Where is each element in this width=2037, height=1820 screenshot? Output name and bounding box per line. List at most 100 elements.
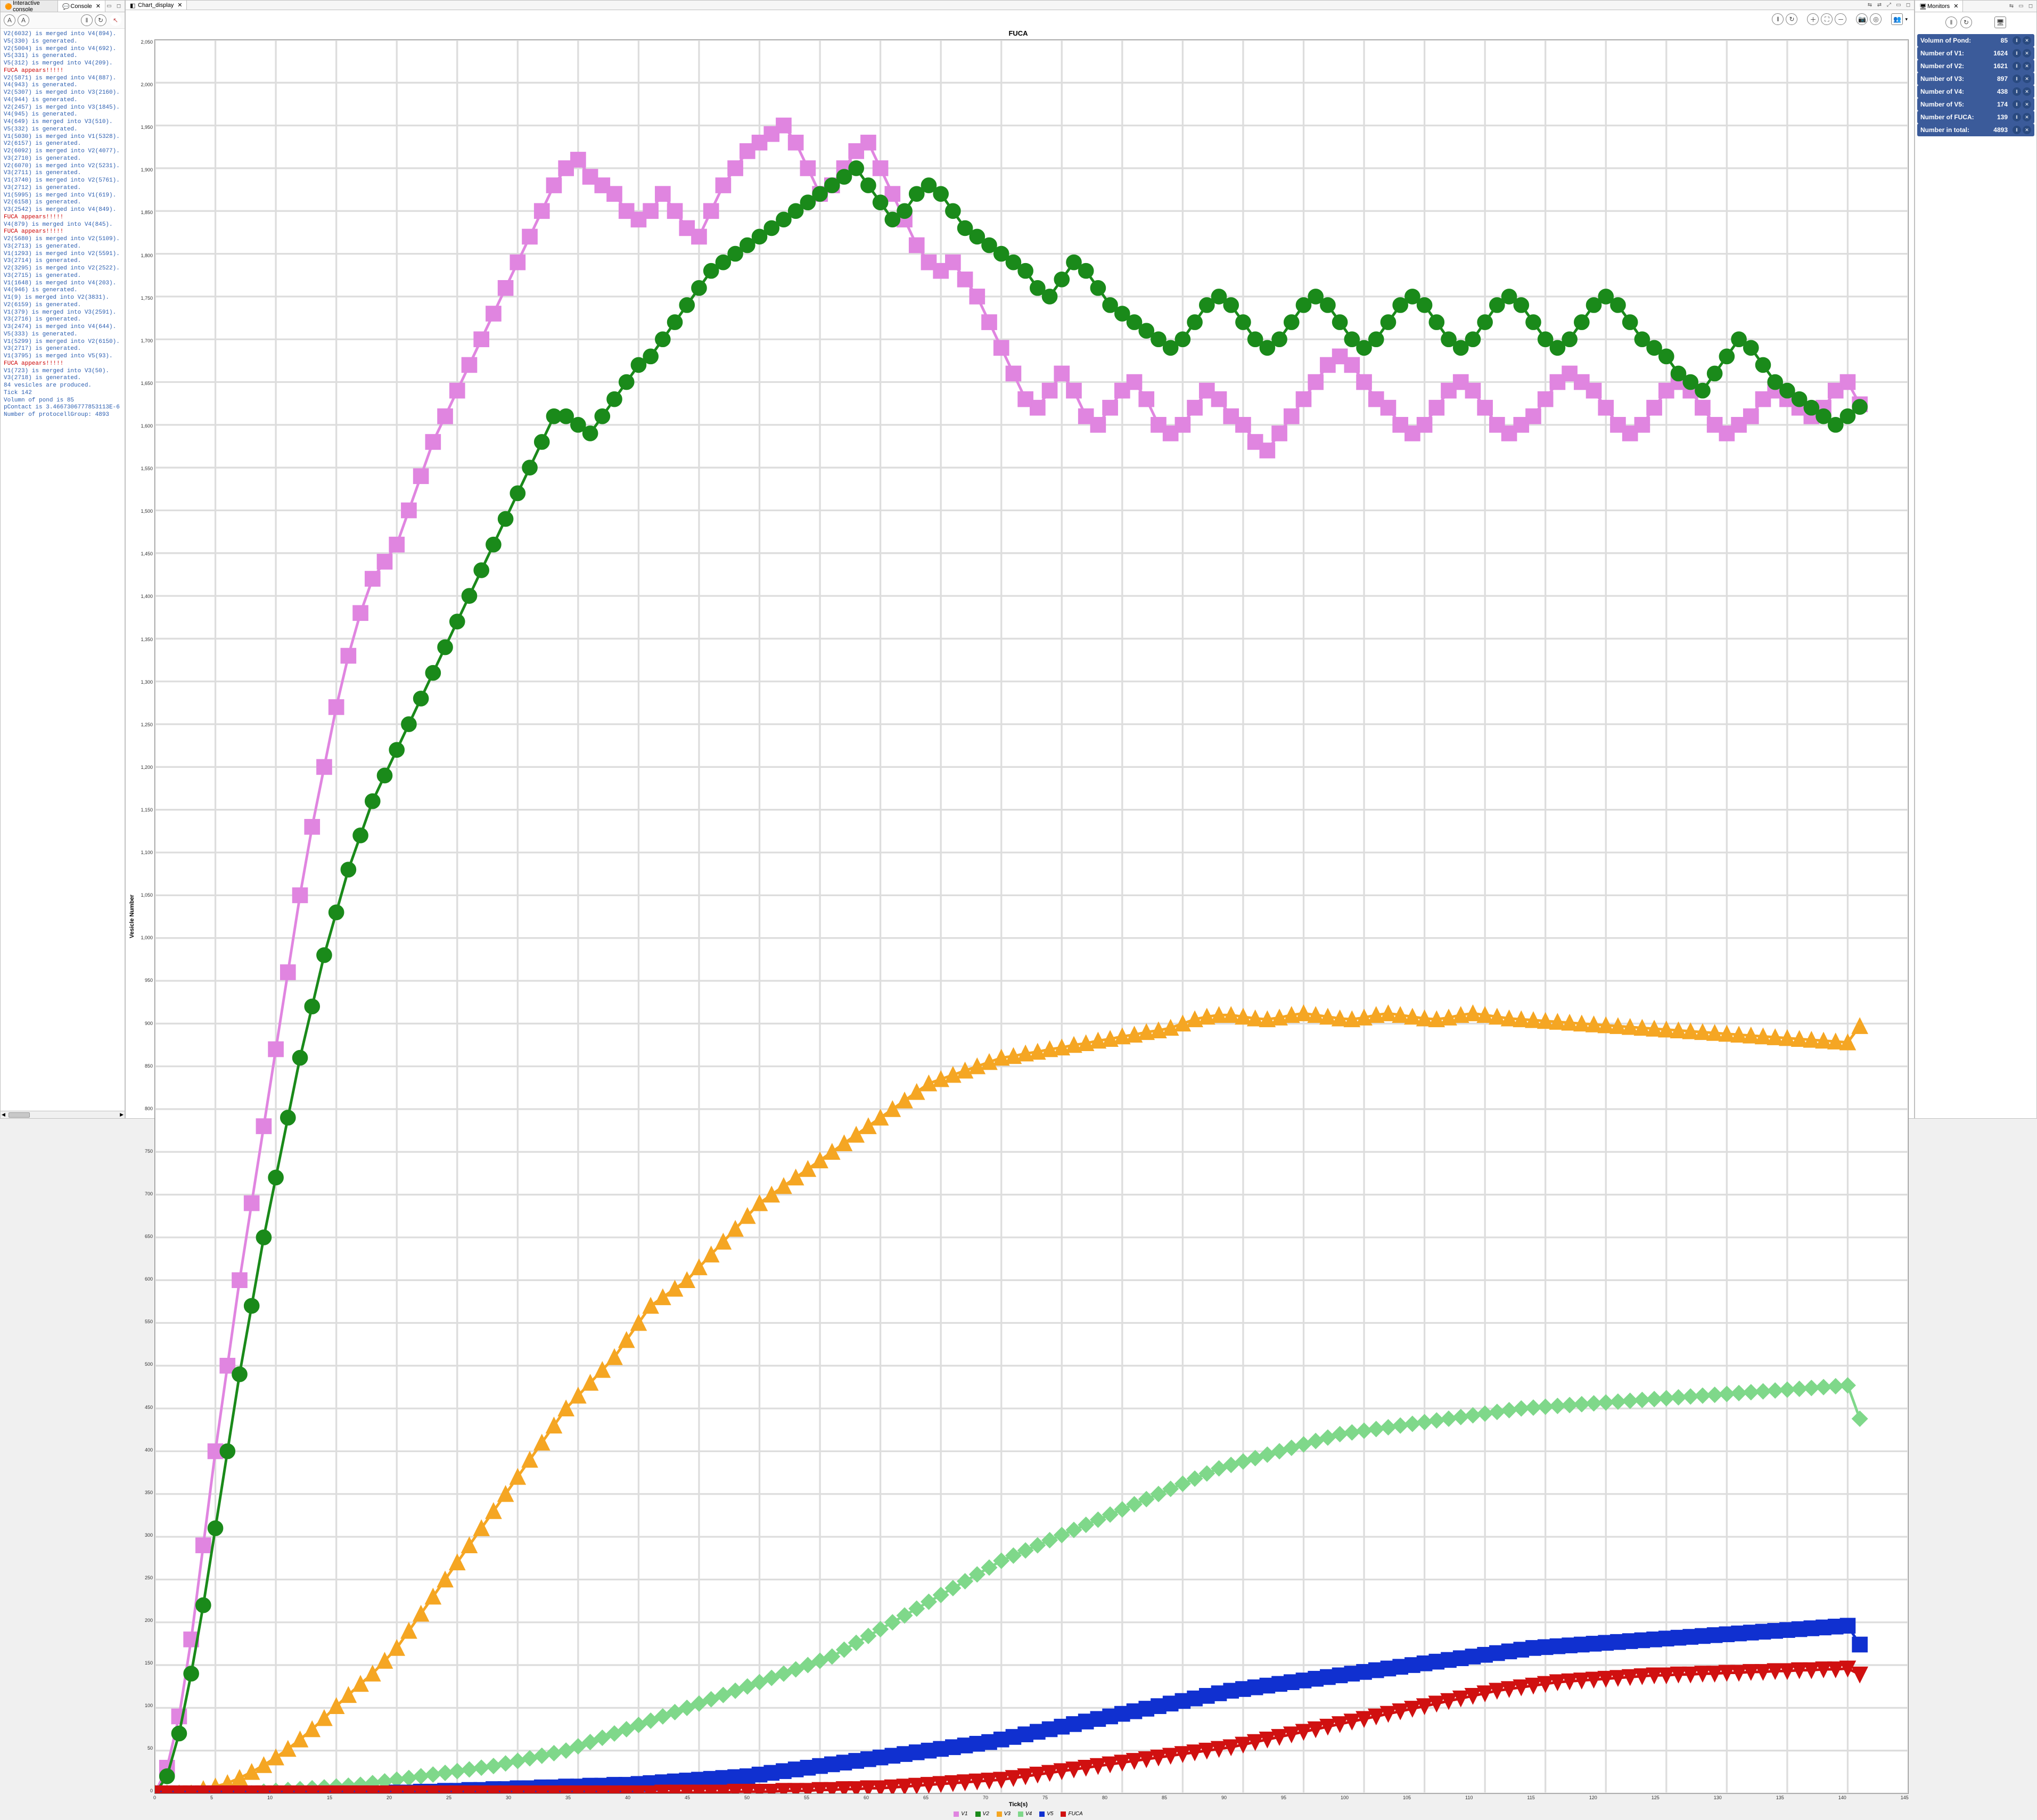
monitor-close-button[interactable]: ✕: [2023, 62, 2031, 70]
monitors-panel: 🖥 Monitors ✕ ⇆ ▭ ◻ ‖ ↻ 🖥 Volumn of Pond:…: [1915, 0, 2037, 1119]
popout-icon[interactable]: ⤢: [1885, 2, 1893, 9]
console-toolbar: A A ‖ ↻ ↖: [1, 12, 125, 29]
legend-item[interactable]: V5: [1039, 1811, 1053, 1817]
legend-item[interactable]: V1: [954, 1811, 967, 1817]
zoom-fit-button[interactable]: ⛶: [1821, 13, 1833, 25]
tab-console[interactable]: 💬 Console ✕: [58, 1, 105, 12]
tab-label: Interactive console: [13, 0, 53, 13]
tab-close-icon[interactable]: ✕: [96, 3, 101, 10]
monitor-pause-button[interactable]: ‖: [2013, 126, 2021, 134]
console-line: V1(5995) is merged into V1(619).: [4, 192, 121, 200]
monitor-pause-button[interactable]: ‖: [2013, 100, 2021, 109]
link-icon[interactable]: ⇆: [2008, 3, 2015, 10]
monitor-value: 1621: [1993, 62, 2008, 70]
legend-label: FUCA: [1068, 1811, 1082, 1817]
dropdown-icon[interactable]: ▾: [1905, 17, 1908, 22]
font-larger-button[interactable]: A: [18, 14, 29, 26]
tab-interactive-console[interactable]: 🟠 Interactive console: [1, 1, 58, 12]
expand-button[interactable]: 🖥: [1994, 17, 2006, 28]
monitor-pause-button[interactable]: ‖: [2013, 87, 2021, 96]
monitor-row: Volumn of Pond: 85 ‖ ✕: [1917, 34, 2034, 47]
pause-button[interactable]: ‖: [1772, 13, 1784, 25]
monitor-label: Volumn of Pond:: [1920, 37, 2001, 44]
tab-monitors[interactable]: 🖥 Monitors ✕: [1915, 1, 1963, 12]
console-line: V2(6092) is merged into V2(4077).: [4, 148, 121, 155]
monitor-label: Number of V2:: [1920, 62, 1993, 70]
legend-item[interactable]: V2: [975, 1811, 989, 1817]
ytick-label: 250: [145, 1575, 153, 1580]
console-line: V3(2718) is generated.: [4, 375, 121, 382]
snapshot-button[interactable]: 📷: [1856, 13, 1868, 25]
ytick-label: 1,350: [141, 637, 153, 642]
minimize-icon[interactable]: ▭: [1895, 2, 1902, 9]
legend-item[interactable]: V3: [997, 1811, 1011, 1817]
monitor-value: 897: [1997, 75, 2008, 83]
maximize-icon[interactable]: ◻: [115, 3, 122, 10]
pause-button[interactable]: ‖: [81, 14, 93, 26]
pause-button[interactable]: ‖: [1945, 17, 1957, 28]
monitor-value: 1624: [1993, 50, 2008, 57]
refresh-button[interactable]: ↻: [1786, 13, 1797, 25]
minimize-icon[interactable]: ▭: [105, 3, 113, 10]
console-line: FUCA appears!!!!!: [4, 68, 121, 75]
monitor-pause-button[interactable]: ‖: [2013, 113, 2021, 121]
monitor-close-button[interactable]: ✕: [2023, 113, 2031, 121]
link2-icon[interactable]: ⇄: [1876, 2, 1883, 9]
zoom-out-button[interactable]: －: [1835, 13, 1846, 25]
monitor-close-button[interactable]: ✕: [2023, 87, 2031, 96]
minimize-icon[interactable]: ▭: [2017, 3, 2025, 10]
chart-panel: ◧ Chart_display ✕ ⇆ ⇄ ⤢ ▭ ◻ ‖ ↻ ＋ ⛶ －: [125, 0, 1915, 1119]
console-line: V1(3740) is merged into V2(5761).: [4, 177, 121, 185]
xtick-label: 30: [506, 1795, 511, 1800]
legend-item[interactable]: FUCA: [1061, 1811, 1082, 1817]
zoom-in-button[interactable]: ＋: [1807, 13, 1819, 25]
monitor-pause-button[interactable]: ‖: [2013, 49, 2021, 58]
target-button[interactable]: ◎: [1870, 13, 1882, 25]
link-icon[interactable]: ⇆: [1866, 2, 1874, 9]
console-line: V1(5030) is merged into V1(5328).: [4, 134, 121, 141]
scrollbar-thumb[interactable]: [9, 1112, 30, 1118]
scroll-left-icon[interactable]: ◀: [1, 1112, 6, 1118]
refresh-button[interactable]: ↻: [95, 14, 106, 26]
monitor-label: Number of V1:: [1920, 50, 1993, 57]
monitor-close-button[interactable]: ✕: [2023, 49, 2031, 58]
monitor-close-button[interactable]: ✕: [2023, 100, 2031, 109]
monitor-pause-button[interactable]: ‖: [2013, 36, 2021, 45]
ytick-label: 1,900: [141, 167, 153, 173]
console-line: FUCA appears!!!!!: [4, 360, 121, 368]
tab-close-icon[interactable]: ✕: [1953, 3, 1958, 10]
xtick-label: 20: [387, 1795, 392, 1800]
monitor-value: 438: [1997, 88, 2008, 95]
xtick-label: 140: [1838, 1795, 1846, 1800]
scroll-right-icon[interactable]: ▶: [119, 1112, 125, 1118]
console-line: V2(6159) is generated.: [4, 302, 121, 309]
console-line: pContact is 3.4667306777853113E-6: [4, 404, 121, 412]
font-smaller-button[interactable]: A: [4, 14, 15, 26]
ytick-label: 1,250: [141, 722, 153, 727]
xtick-label: 45: [685, 1795, 690, 1800]
ytick-label: 950: [145, 978, 153, 983]
console-output[interactable]: V2(6032) is merged into V4(894).V5(330) …: [1, 29, 125, 1111]
pointer-icon[interactable]: ↖: [110, 14, 121, 26]
tab-label: Console: [70, 3, 92, 10]
ytick-label: 450: [145, 1405, 153, 1410]
monitor-pause-button[interactable]: ‖: [2013, 62, 2021, 70]
monitor-close-button[interactable]: ✕: [2023, 36, 2031, 45]
tab-close-icon[interactable]: ✕: [177, 2, 182, 9]
chart-plot[interactable]: [154, 39, 1909, 1794]
monitor-close-button[interactable]: ✕: [2023, 75, 2031, 83]
monitor-pause-button[interactable]: ‖: [2013, 75, 2021, 83]
maximize-icon[interactable]: ◻: [1904, 2, 1912, 9]
xtick-label: 60: [864, 1795, 869, 1800]
console-line: Tick 142: [4, 390, 121, 397]
tab-chart-display[interactable]: ◧ Chart_display ✕: [126, 1, 187, 10]
refresh-button[interactable]: ↻: [1960, 17, 1972, 28]
maximize-icon[interactable]: ◻: [2027, 3, 2034, 10]
console-line: V5(330) is generated.: [4, 38, 121, 46]
monitor-close-button[interactable]: ✕: [2023, 126, 2031, 134]
people-button[interactable]: 👥: [1891, 13, 1903, 25]
legend-item[interactable]: V4: [1018, 1811, 1032, 1817]
console-scrollbar[interactable]: ◀ ▶: [1, 1111, 125, 1118]
chart-tabbar: ◧ Chart_display ✕ ⇆ ⇄ ⤢ ▭ ◻: [126, 1, 1914, 10]
ytick-label: 300: [145, 1532, 153, 1538]
